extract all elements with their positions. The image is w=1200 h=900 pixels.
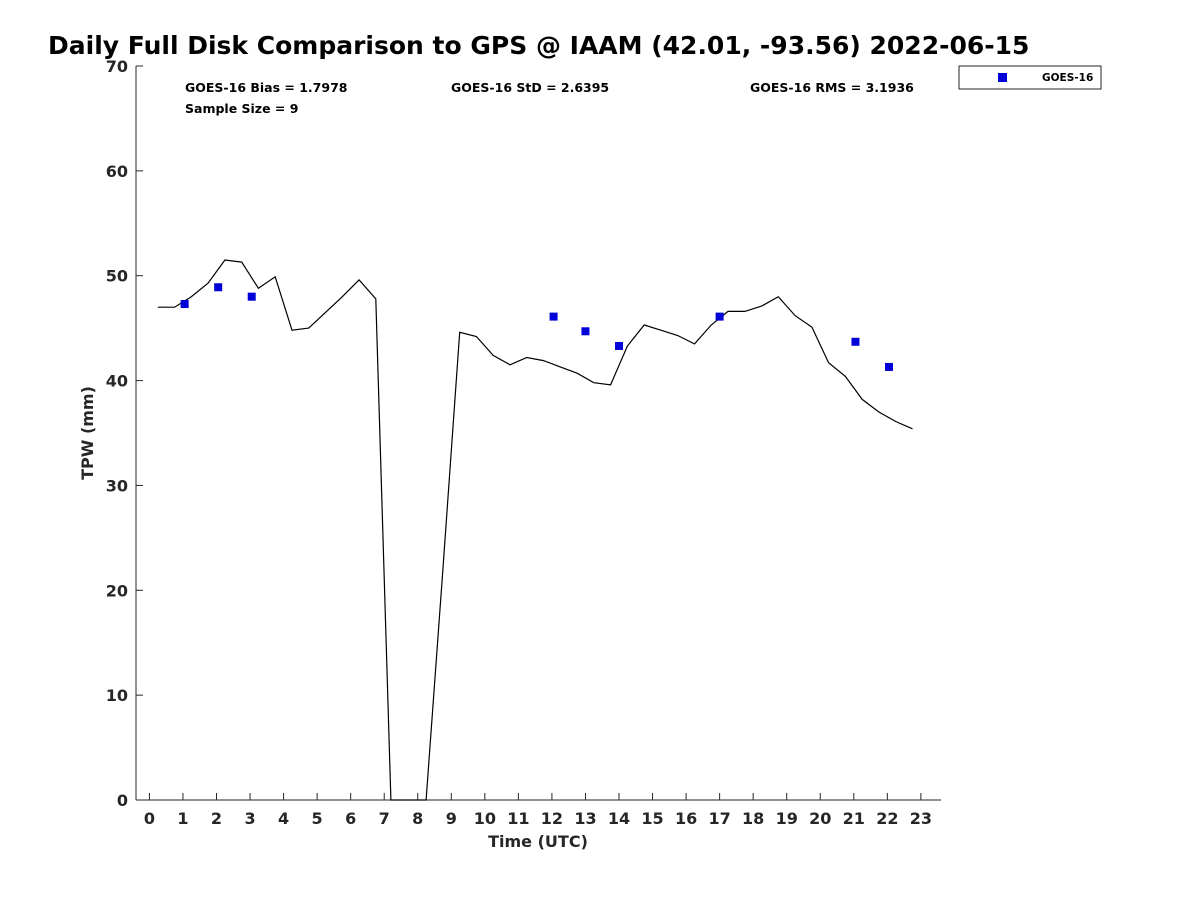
- x-tick-label: 16: [675, 809, 697, 828]
- goes16-point: [851, 337, 860, 346]
- x-tick-label: 1: [177, 809, 188, 828]
- stat-bias: GOES-16 Bias = 1.7978: [185, 80, 347, 95]
- goes16-point: [214, 283, 223, 292]
- y-tick-label: 50: [106, 267, 128, 286]
- x-tick-label: 18: [742, 809, 764, 828]
- chart-title: Daily Full Disk Comparison to GPS @ IAAM…: [48, 31, 1029, 60]
- goes16-point: [885, 362, 894, 371]
- goes16-point: [715, 312, 724, 321]
- y-tick-label: 10: [106, 686, 128, 705]
- goes16-point: [247, 292, 256, 301]
- x-tick-label: 6: [345, 809, 356, 828]
- x-ticks: 0 1 2 3 4 5 6 7 8 9 10 11 12 13 14 15 16 17 18 19 20 21 22 23: [144, 793, 932, 828]
- legend: GOES-16: [958, 65, 1102, 90]
- x-tick-label: 17: [708, 809, 730, 828]
- x-tick-label: 23: [910, 809, 932, 828]
- x-tick-label: 20: [809, 809, 831, 828]
- x-tick-label: 15: [641, 809, 663, 828]
- x-tick-label: 7: [379, 809, 390, 828]
- goes16-point: [549, 312, 558, 321]
- stats-block: GOES-16 Bias = 1.7978 GOES-16 StD = 2.63…: [185, 80, 914, 116]
- legend-box: [958, 65, 1102, 90]
- x-tick-label: 21: [843, 809, 865, 828]
- x-tick-label: 14: [608, 809, 630, 828]
- x-tick-label: 22: [876, 809, 898, 828]
- x-axis-label: Time (UTC): [488, 832, 588, 851]
- x-tick-label: 11: [507, 809, 529, 828]
- y-tick-label: 60: [106, 162, 128, 181]
- x-tick-label: 4: [278, 809, 289, 828]
- goes16-point: [180, 300, 189, 309]
- goes16-series-points: [180, 283, 894, 371]
- legend-marker: [998, 73, 1007, 82]
- stat-std: GOES-16 StD = 2.6395: [451, 80, 609, 95]
- x-tick-label: 8: [412, 809, 423, 828]
- y-tick-label: 70: [106, 57, 128, 76]
- y-axis-label: TPW (mm): [78, 386, 97, 480]
- y-tick-label: 40: [106, 372, 128, 391]
- x-tick-label: 19: [776, 809, 798, 828]
- x-tick-label: 12: [541, 809, 563, 828]
- gps-series-line: [157, 259, 913, 801]
- stat-rms: GOES-16 RMS = 3.1936: [750, 80, 914, 95]
- x-tick-label: 5: [312, 809, 323, 828]
- x-tick-label: 3: [244, 809, 255, 828]
- legend-label: GOES-16: [1042, 72, 1093, 84]
- goes16-point: [615, 341, 623, 350]
- y-tick-label: 20: [106, 581, 128, 600]
- stat-sample-size: Sample Size = 9: [185, 101, 298, 116]
- y-tick-label: 30: [106, 476, 128, 495]
- x-tick-label: 2: [211, 809, 222, 828]
- y-tick-label: 0: [117, 791, 128, 810]
- goes16-point: [581, 327, 590, 336]
- x-tick-label: 9: [446, 809, 457, 828]
- x-tick-label: 0: [144, 809, 155, 828]
- y-ticks: 0 10 20 30 40 50 60 70: [106, 57, 143, 810]
- axes: [135, 66, 941, 801]
- x-tick-label: 10: [474, 809, 496, 828]
- x-tick-label: 13: [574, 809, 596, 828]
